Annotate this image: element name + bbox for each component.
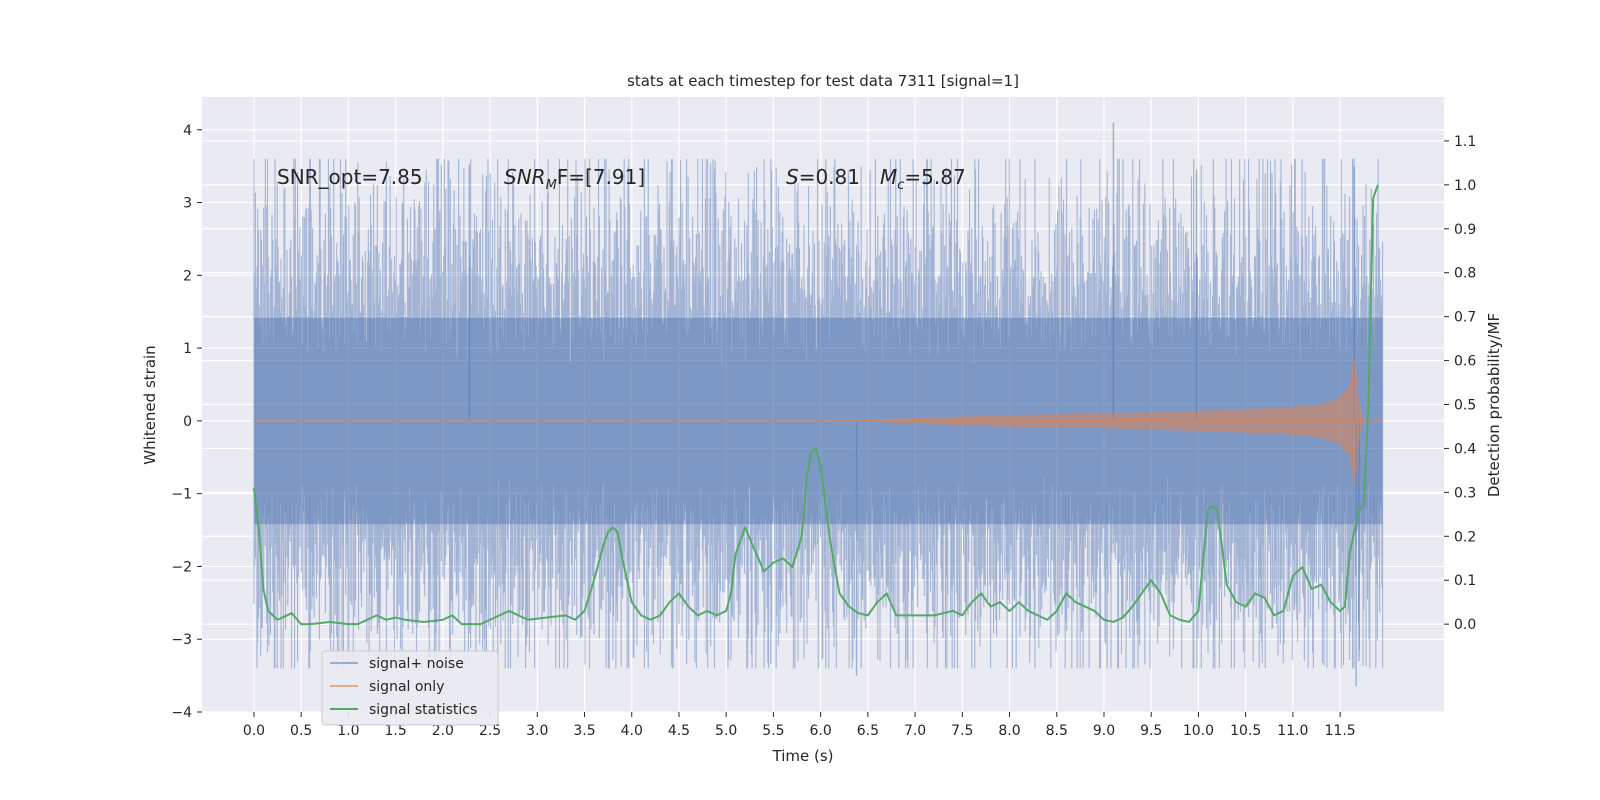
x-tick-label: 11.0: [1277, 723, 1308, 739]
y-right-tick-label: 0.4: [1454, 441, 1476, 457]
y-right-tick-label: 0.5: [1454, 398, 1476, 414]
x-tick-label: 4.0: [621, 723, 643, 739]
annotation-s-rest: =0.81: [799, 165, 860, 189]
x-tick-label: 0.0: [243, 723, 265, 739]
y-right-tick-label: 0.8: [1454, 266, 1476, 282]
annotation-s: S=0.81: [786, 165, 860, 189]
annotation-snr-mf: SNRMF=[7.91]: [504, 165, 645, 193]
legend: signal+ noise signal only signal statist…: [321, 650, 499, 726]
legend-label-signal-statistics: signal statistics: [369, 702, 477, 718]
x-tick-label: 8.5: [1046, 723, 1068, 739]
y-right-tick-label: 0.7: [1454, 310, 1476, 326]
x-tick-label: 4.5: [668, 723, 690, 739]
x-tick-label: 6.5: [857, 723, 879, 739]
x-tick-label: 3.0: [526, 723, 548, 739]
y-left-tick-label: 4: [183, 123, 192, 139]
x-tick-label: 9.5: [1140, 723, 1162, 739]
signal-statistics-series: [252, 184, 1379, 626]
x-axis-ticks: 0.0 0.5 1.0 1.5 2.0 2.5 3.0 3.5 4.0 4.5 5.0 5.5 6.0 6…: [243, 712, 1356, 739]
y-left-tick-label: 0: [183, 414, 192, 430]
x-tick-label: 8.0: [998, 723, 1020, 739]
annotation-s-main: S: [786, 165, 799, 189]
y-right-tick-label: 0.1: [1454, 573, 1476, 589]
signal-only-series: [253, 355, 1383, 487]
x-tick-label: 11.5: [1325, 723, 1356, 739]
x-tick-label: 7.5: [951, 723, 973, 739]
annotation-snr-mf-main: SNR: [504, 165, 546, 189]
signal-noise-trace: [253, 158, 1384, 669]
y-right-tick-label: 1.0: [1454, 178, 1476, 194]
y-left-tick-label: −2: [171, 559, 192, 575]
y-right-tick-label: 0.2: [1454, 529, 1476, 545]
y-right-tick-label: 1.1: [1454, 134, 1476, 150]
y-axis-right-ticks: 0.0 0.1 0.2 0.3 0.4 0.5 0.6 0.7 0.8 0.9 1.0 1.1: [1444, 134, 1476, 633]
y-left-tick-label: 3: [183, 196, 192, 212]
y-right-tick-label: 0.6: [1454, 354, 1476, 370]
x-tick-label: 7.0: [904, 723, 926, 739]
annotation-snr-mf-sub: M: [546, 178, 557, 193]
annotation-mc-sub: c: [897, 178, 904, 193]
x-tick-label: 1.5: [384, 723, 406, 739]
y-axis-left-label: Whitened strain: [141, 345, 159, 464]
annotation-mc-rest: =5.87: [904, 165, 965, 189]
x-tick-label: 5.5: [762, 723, 784, 739]
x-tick-label: 9.0: [1093, 723, 1115, 739]
annotation-mc: Mc=5.87: [880, 165, 966, 193]
legend-label-signal-noise: signal+ noise: [369, 656, 464, 672]
x-tick-label: 1.0: [337, 723, 359, 739]
y-left-tick-label: −4: [171, 705, 192, 721]
y-left-tick-label: −1: [171, 487, 192, 503]
y-left-tick-label: 1: [183, 341, 192, 357]
y-left-tick-label: −3: [171, 632, 192, 648]
legend-label-signal-only: signal only: [369, 679, 444, 695]
x-tick-label: 0.5: [290, 723, 312, 739]
y-left-tick-label: 2: [183, 268, 192, 284]
legend-box: [321, 650, 499, 726]
x-tick-label: 6.0: [810, 723, 832, 739]
x-tick-label: 5.0: [715, 723, 737, 739]
y-axis-left-ticks: −4 −3 −2 −1 0 1 2 3 4: [171, 123, 202, 721]
x-tick-label: 10.5: [1230, 723, 1261, 739]
x-tick-label: 3.5: [573, 723, 595, 739]
x-tick-label: 2.0: [432, 723, 454, 739]
y-right-tick-label: 0.0: [1454, 617, 1476, 633]
chart-title: stats at each timestep for test data 731…: [627, 72, 1019, 90]
annotation-snr-opt: SNR_opt=7.85: [277, 165, 423, 189]
x-axis-label: Time (s): [772, 747, 834, 765]
y-right-tick-label: 0.3: [1454, 485, 1476, 501]
signal-statistics-line: [252, 184, 1379, 626]
y-right-tick-label: 0.9: [1454, 222, 1476, 238]
y-axis-right-label: Detection probability/MF: [1485, 313, 1503, 497]
x-tick-label: 10.0: [1183, 723, 1214, 739]
x-tick-label: 2.5: [479, 723, 501, 739]
annotation-snr-mf-rest: F=[7.91]: [557, 165, 645, 189]
annotation-mc-main: M: [880, 165, 897, 189]
